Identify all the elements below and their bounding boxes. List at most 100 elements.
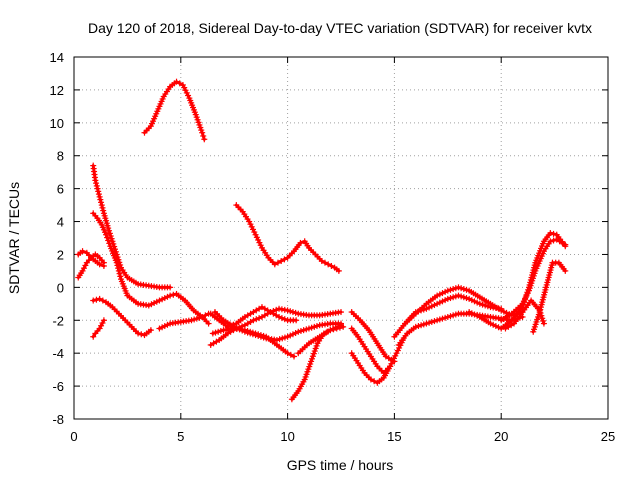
- data-point: [256, 315, 263, 322]
- series-arc17: [348, 350, 394, 386]
- data-point: [393, 350, 400, 357]
- data-point: [458, 293, 465, 300]
- data-point: [415, 323, 422, 330]
- data-point: [431, 318, 438, 325]
- data-point: [106, 240, 113, 247]
- data-point: [201, 136, 208, 143]
- y-tick-label: 12: [50, 83, 64, 98]
- data-point: [271, 261, 278, 268]
- data-point: [439, 315, 446, 322]
- data-point: [442, 297, 449, 304]
- data-point: [255, 332, 262, 339]
- data-point: [463, 295, 470, 302]
- data-point: [164, 321, 171, 328]
- data-point: [98, 199, 105, 206]
- data-point: [442, 288, 449, 295]
- data-point: [281, 334, 288, 341]
- data-point: [436, 316, 443, 323]
- data-point: [522, 295, 529, 302]
- data-point: [412, 323, 419, 330]
- data-point: [103, 231, 110, 238]
- data-point: [539, 315, 546, 322]
- y-tick-label: 2: [57, 247, 64, 262]
- data-point: [442, 314, 449, 321]
- data-point: [550, 237, 557, 244]
- data-point: [450, 312, 457, 319]
- data-point: [273, 337, 280, 344]
- data-point: [279, 335, 286, 342]
- data-point: [292, 330, 299, 337]
- data-point: [156, 325, 163, 332]
- data-point: [447, 295, 454, 302]
- data-point: [297, 327, 304, 334]
- data-point: [94, 185, 101, 192]
- data-point: [471, 311, 478, 318]
- data-point: [292, 309, 299, 316]
- data-point: [100, 259, 107, 266]
- data-point: [519, 300, 526, 307]
- chart-title: Day 120 of 2018, Sidereal Day-to-day VTE…: [88, 20, 592, 36]
- data-point: [562, 267, 569, 274]
- y-axis-label: SDTVAR / TECUs: [6, 182, 22, 294]
- data-point: [297, 239, 304, 246]
- data-point: [145, 302, 152, 309]
- data-point: [329, 325, 336, 332]
- data-point: [183, 89, 190, 96]
- data-point: [104, 234, 111, 241]
- data-point: [90, 297, 97, 304]
- data-point: [253, 316, 260, 323]
- data-point: [500, 308, 507, 315]
- series-arc12: [211, 309, 344, 344]
- data-point: [147, 327, 154, 334]
- data-point: [260, 334, 267, 341]
- data-point: [444, 287, 451, 294]
- data-point: [199, 313, 206, 320]
- data-point: [394, 347, 401, 354]
- y-tick-label: -2: [52, 313, 64, 328]
- data-point: [434, 317, 441, 324]
- data-point: [492, 323, 499, 330]
- data-point: [434, 292, 441, 299]
- y-tick-label: -8: [52, 412, 64, 427]
- data-point: [113, 259, 120, 266]
- data-point: [257, 242, 264, 249]
- data-point: [79, 248, 86, 255]
- data-point: [106, 230, 113, 237]
- data-point: [98, 202, 105, 209]
- data-point: [444, 295, 451, 302]
- data-point: [176, 80, 183, 87]
- data-point: [270, 307, 277, 314]
- data-point: [450, 286, 457, 293]
- data-point: [202, 312, 209, 319]
- data-point: [100, 207, 107, 214]
- data-point: [423, 320, 430, 327]
- data-point: [450, 294, 457, 301]
- data-point: [114, 262, 121, 269]
- data-point: [205, 320, 212, 327]
- data-point: [138, 331, 145, 338]
- data-point: [241, 328, 248, 335]
- data-point: [538, 312, 545, 319]
- data-point: [547, 238, 554, 245]
- data-point: [93, 296, 100, 303]
- data-point: [426, 304, 433, 311]
- data-point: [231, 323, 238, 330]
- data-point: [109, 238, 116, 245]
- data-point: [335, 323, 342, 330]
- data-point: [523, 292, 530, 299]
- series-arc3: [90, 162, 174, 291]
- data-point: [95, 188, 102, 195]
- data-point: [105, 225, 112, 232]
- data-point: [287, 308, 294, 315]
- data-point: [490, 321, 497, 328]
- data-point: [455, 284, 462, 291]
- data-point: [498, 307, 505, 314]
- data-point: [148, 301, 155, 308]
- data-point: [436, 299, 443, 306]
- data-point: [536, 307, 543, 314]
- data-point: [295, 328, 302, 335]
- data-point: [156, 297, 163, 304]
- data-point: [284, 350, 291, 357]
- data-point: [233, 325, 240, 332]
- data-point: [391, 358, 398, 365]
